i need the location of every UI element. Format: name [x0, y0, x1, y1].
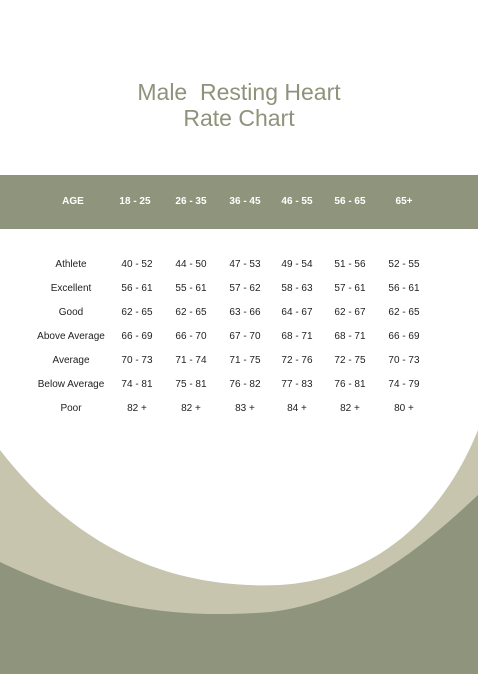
table-cell: 56 - 61	[121, 283, 153, 294]
header-26-35: 26 - 35	[175, 196, 207, 207]
table-cell: 76 - 81	[334, 379, 366, 390]
table-cell: 66 - 70	[175, 331, 207, 342]
row-label: Below Average	[37, 379, 105, 390]
table-cell: 82 +	[340, 403, 360, 414]
row-label: Poor	[60, 403, 82, 414]
table-cell: 77 - 83	[281, 379, 313, 390]
page-title: Male Resting Heart Rate Chart	[0, 79, 478, 131]
header-36-45: 36 - 45	[229, 196, 261, 207]
row-label: Excellent	[50, 283, 92, 294]
table-cell: 72 - 76	[281, 355, 313, 366]
table-cell: 62 - 65	[121, 307, 153, 318]
table-cell: 83 +	[235, 403, 255, 414]
table-cell: 74 - 81	[121, 379, 153, 390]
table-cell: 72 - 75	[334, 355, 366, 366]
header-56-65: 56 - 65	[334, 196, 366, 207]
table-cell: 40 - 52	[121, 259, 153, 270]
table-row: Below Average 74 - 81 75 - 81 76 - 82 77…	[0, 377, 478, 393]
header-18-25: 18 - 25	[119, 196, 151, 207]
table-cell: 63 - 66	[229, 307, 261, 318]
table-cell: 58 - 63	[281, 283, 313, 294]
table-row: Average 70 - 73 71 - 74 71 - 75 72 - 76 …	[0, 353, 478, 369]
decorative-waves	[0, 430, 478, 674]
table-row: Athlete 40 - 52 44 - 50 47 - 53 49 - 54 …	[0, 257, 478, 273]
table-cell: 52 - 55	[388, 259, 420, 270]
row-label: Athlete	[55, 259, 87, 270]
wave-dark	[0, 495, 478, 674]
table-header: AGE 18 - 25 26 - 35 36 - 45 46 - 55 56 -…	[0, 175, 478, 229]
table-cell: 68 - 71	[281, 331, 313, 342]
table-cell: 80 +	[394, 403, 414, 414]
table-cell: 84 +	[287, 403, 307, 414]
table-row: Poor 82 + 82 + 83 + 84 + 82 + 80 +	[0, 401, 478, 417]
table-cell: 68 - 71	[334, 331, 366, 342]
row-label: Good	[58, 307, 84, 318]
table-cell: 51 - 56	[334, 259, 366, 270]
table-cell: 64 - 67	[281, 307, 313, 318]
row-label: Average	[52, 355, 90, 366]
table-cell: 70 - 73	[388, 355, 420, 366]
table-cell: 75 - 81	[175, 379, 207, 390]
table-cell: 55 - 61	[175, 283, 207, 294]
row-label: Above Average	[37, 331, 105, 342]
title-line-1: Male Resting Heart	[137, 79, 341, 105]
table-row: Above Average 66 - 69 66 - 70 67 - 70 68…	[0, 329, 478, 345]
table-cell: 57 - 62	[229, 283, 261, 294]
table-cell: 67 - 70	[229, 331, 261, 342]
table-row: Excellent 56 - 61 55 - 61 57 - 62 58 - 6…	[0, 281, 478, 297]
table-cell: 49 - 54	[281, 259, 313, 270]
table-cell: 71 - 74	[175, 355, 207, 366]
table-cell: 70 - 73	[121, 355, 153, 366]
table-cell: 57 - 61	[334, 283, 366, 294]
title-line-2: Rate Chart	[183, 105, 295, 131]
header-65-plus: 65+	[395, 196, 413, 207]
table-cell: 82 +	[181, 403, 201, 414]
table-cell: 62 - 67	[334, 307, 366, 318]
header-age: AGE	[62, 196, 84, 207]
table-cell: 76 - 82	[229, 379, 261, 390]
table-cell: 47 - 53	[229, 259, 261, 270]
table-row: Good 62 - 65 62 - 65 63 - 66 64 - 67 62 …	[0, 305, 478, 321]
table-cell: 56 - 61	[388, 283, 420, 294]
table-cell: 66 - 69	[121, 331, 153, 342]
table-cell: 66 - 69	[388, 331, 420, 342]
table-cell: 62 - 65	[388, 307, 420, 318]
table-cell: 44 - 50	[175, 259, 207, 270]
header-46-55: 46 - 55	[281, 196, 313, 207]
table-cell: 62 - 65	[175, 307, 207, 318]
table-cell: 74 - 79	[388, 379, 420, 390]
table-cell: 82 +	[127, 403, 147, 414]
table-cell: 71 - 75	[229, 355, 261, 366]
